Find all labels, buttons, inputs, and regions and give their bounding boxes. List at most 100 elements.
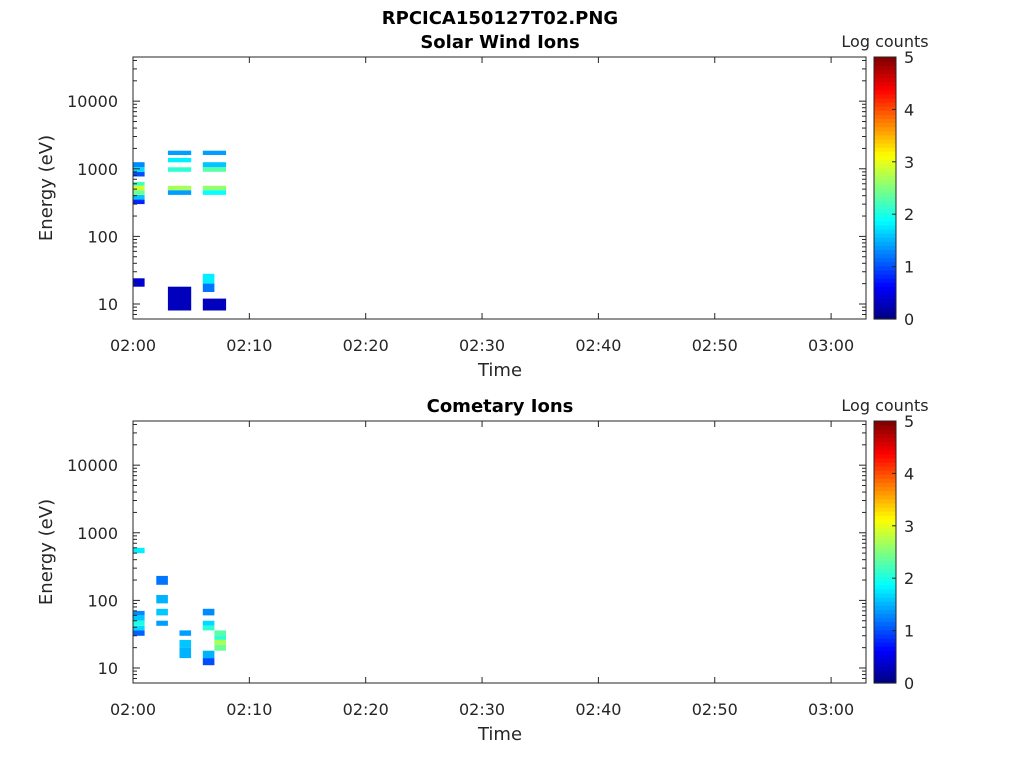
colorbar-segment — [874, 543, 896, 549]
colorbar-segment — [874, 89, 896, 95]
colorbar-segment — [874, 196, 896, 201]
colorbar-segment — [874, 73, 896, 79]
colorbar-segment — [874, 106, 896, 111]
colorbar-segment — [874, 494, 896, 500]
plot-area — [133, 57, 866, 319]
colorbar-segment — [874, 515, 896, 520]
heatmap-cell — [133, 185, 145, 191]
colorbar-segment — [874, 65, 896, 70]
heatmap-cell — [133, 171, 145, 177]
colorbar-segment — [874, 138, 896, 144]
colorbar-segment — [874, 241, 896, 246]
y-axis-label: Energy (eV) — [36, 135, 57, 241]
colorbar-segment — [874, 597, 896, 602]
x-tick-label: 02:00 — [110, 700, 156, 719]
colorbar-segment — [874, 425, 896, 430]
x-tick-label: 02:50 — [692, 700, 738, 719]
colorbar-segment — [874, 601, 896, 606]
heatmap-cell — [133, 547, 145, 554]
colorbar-tick-label: 3 — [904, 517, 914, 536]
x-tick-label: 02:30 — [459, 336, 505, 355]
colorbar-segment — [874, 519, 896, 524]
heatmap-cell — [202, 162, 227, 168]
heatmap-cell — [167, 150, 192, 155]
colorbar-segment — [874, 547, 896, 553]
colorbar-segment — [874, 609, 896, 614]
heatmap-cell — [202, 298, 227, 311]
heatmap-cell — [214, 635, 226, 640]
colorbar-segment — [874, 294, 896, 300]
colorbar-segment — [874, 466, 896, 471]
colorbar-label: Log counts — [841, 32, 928, 51]
y-tick-label: 100 — [87, 591, 118, 610]
colorbar-frame — [873, 420, 897, 684]
colorbar-segment — [874, 200, 896, 205]
heatmap-cell — [133, 630, 145, 636]
colorbar-segment — [874, 126, 896, 132]
colorbar-segment — [874, 142, 896, 148]
colorbar-segment — [874, 118, 896, 124]
heatmap-cell — [179, 639, 192, 648]
heatmap-cell — [214, 644, 226, 651]
heatmap-cell — [133, 278, 145, 287]
cometary-ions-panel: Cometary Ions 02:00 02:10 02:20 02:30 02:40 0… — [36, 396, 929, 745]
colorbar-segment — [874, 539, 896, 545]
colorbar-segment — [874, 564, 896, 569]
colorbar-segment — [874, 572, 896, 578]
colorbar-segment — [874, 449, 896, 455]
colorbar-segment — [874, 85, 896, 91]
colorbar-segment — [874, 159, 896, 165]
colorbar-tick-label: 1 — [904, 622, 914, 641]
heatmap-cell — [202, 650, 215, 659]
colorbar-segment — [874, 171, 896, 177]
x-tick-label: 03:00 — [808, 700, 854, 719]
y-axis-ticks: 10 100 1000 10000 — [67, 59, 866, 320]
colorbar-segment — [874, 102, 896, 107]
heatmap-cell — [179, 647, 192, 659]
colorbar-segment — [874, 167, 896, 173]
colorbar-segment — [874, 441, 896, 447]
colorbar-segment — [874, 584, 896, 590]
solar-wind-ions-panel: Solar Wind Ions 02:00 02:10 02:20 02:30 02:4… — [36, 32, 929, 381]
colorbar-segment — [874, 670, 896, 676]
colorbar-segment — [874, 560, 896, 565]
colorbar-segment — [874, 93, 896, 99]
x-tick-label: 02:50 — [692, 336, 738, 355]
x-axis-label: Time — [477, 360, 522, 381]
colorbar-tick-label: 0 — [904, 310, 914, 329]
heatmap-cell — [167, 190, 192, 195]
colorbar-segment — [874, 237, 896, 242]
colorbar-segment — [874, 642, 896, 647]
colorbar-segment — [874, 257, 896, 263]
heatmap-cell — [167, 286, 192, 311]
heatmap-cells — [133, 547, 226, 666]
plot-frame — [132, 420, 867, 684]
colorbar-segment — [874, 228, 896, 234]
colorbar-segment — [874, 302, 896, 308]
colorbar-segment — [874, 502, 896, 508]
colorbar-segment — [874, 69, 896, 74]
colorbar-segment — [874, 114, 896, 119]
colorbar-segment — [874, 298, 896, 304]
y-tick-label: 1000 — [77, 160, 118, 179]
x-tick-label: 03:00 — [808, 336, 854, 355]
colorbar-segment — [874, 57, 896, 62]
colorbar-segment — [874, 511, 896, 516]
x-tick-label: 02:20 — [343, 336, 389, 355]
colorbar-segment — [874, 212, 896, 218]
colorbar-tick-label: 2 — [904, 205, 914, 224]
colorbar-segment — [874, 310, 896, 316]
y-tick-label: 10 — [98, 659, 118, 678]
plot-area — [133, 421, 866, 683]
colorbar-segment — [874, 81, 896, 87]
colorbar-segment — [874, 625, 896, 631]
colorbar-segment — [874, 506, 896, 512]
y-tick-label: 10000 — [67, 92, 118, 111]
colorbar-segment — [874, 175, 896, 181]
colorbar-segment — [874, 208, 896, 214]
y-axis-label: Energy (eV) — [36, 499, 57, 605]
colorbar-frame — [873, 56, 897, 320]
colorbar-segment — [874, 253, 896, 259]
heatmap-cell — [202, 283, 215, 292]
